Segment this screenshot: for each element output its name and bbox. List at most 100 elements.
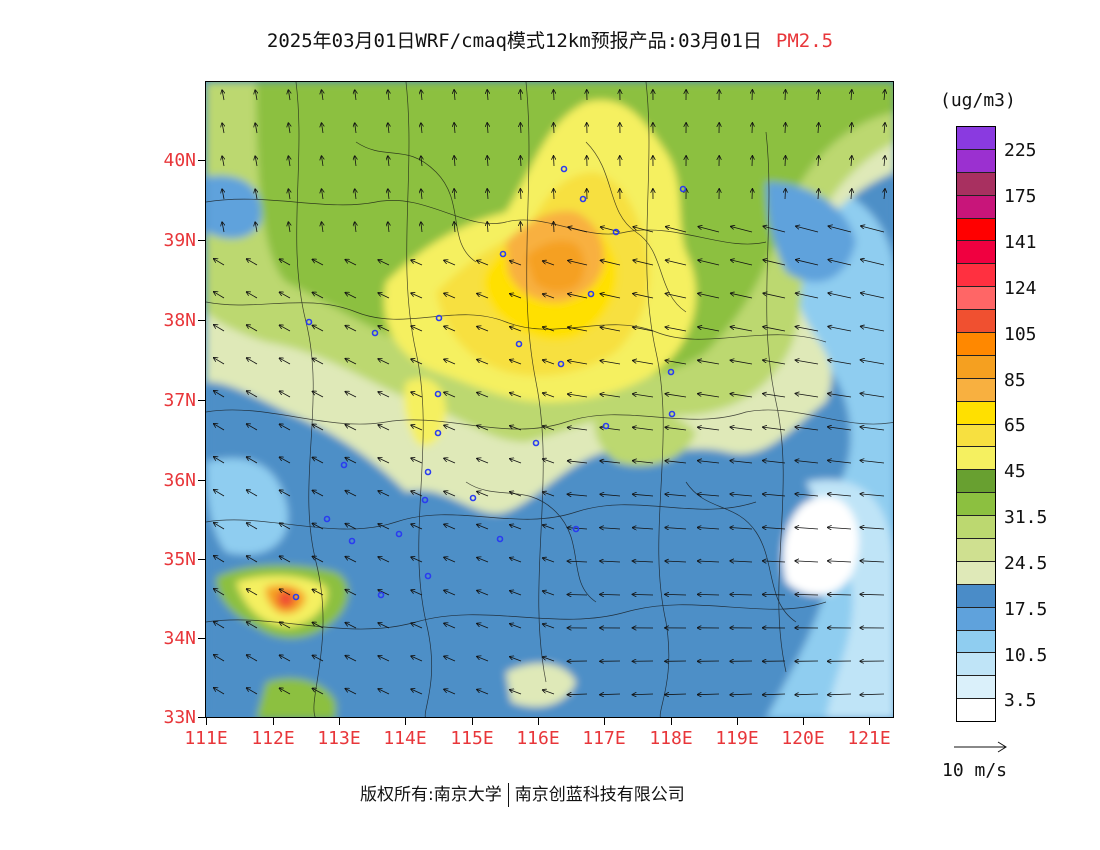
lat-label: 33N (163, 707, 196, 728)
lat-label: 34N (163, 628, 196, 649)
wind-vector (444, 557, 456, 563)
wind-vector (355, 156, 356, 167)
wind-vector (411, 458, 423, 464)
wind-vector (730, 528, 753, 530)
wind-vector (510, 690, 522, 695)
lon-tick (206, 718, 207, 725)
wind-vector (543, 690, 555, 695)
lat-tick (198, 320, 205, 321)
color-bar-segment (957, 172, 995, 196)
wind-vector (247, 424, 258, 431)
wind-vector (520, 222, 521, 233)
lat-tick (198, 400, 205, 401)
wind-vector (280, 490, 291, 497)
wind-vector (633, 694, 654, 695)
legend-label: 45 (1004, 461, 1026, 482)
color-bar-segment (957, 195, 995, 219)
wind-vector (444, 590, 456, 596)
wind-vector (378, 656, 390, 662)
wind-vector (860, 393, 885, 398)
lon-tick (869, 718, 870, 725)
wind-vector (454, 189, 455, 200)
lon-label: 120E (781, 728, 825, 749)
wind-vector (763, 561, 786, 562)
wind-vector (796, 226, 819, 233)
wind-vector (510, 426, 522, 431)
wind-vector (214, 457, 225, 464)
color-bar-segment (957, 287, 995, 311)
wind-vector (860, 694, 885, 695)
wind-vector (280, 391, 291, 398)
wind-vector (388, 189, 389, 200)
wind-vector (444, 491, 456, 497)
wind-vector (554, 123, 555, 134)
wind-vector (345, 590, 357, 596)
wind-vector (828, 494, 852, 496)
wind-vector (487, 90, 488, 101)
wind-vector (214, 490, 225, 497)
wind-vector (795, 427, 819, 431)
color-bar-segment (957, 676, 995, 700)
wind-vector (861, 326, 885, 332)
wind-vector (411, 623, 423, 629)
wind-vector (247, 391, 258, 398)
wind-vector (288, 156, 290, 167)
wind-vector (214, 325, 225, 332)
wind-vector (543, 558, 555, 563)
wind-vector (312, 655, 324, 662)
color-bar-segment (957, 218, 995, 242)
wind-vector (378, 260, 390, 266)
wind-vector (828, 360, 852, 365)
legend-label: 124 (1004, 278, 1037, 299)
wind-vector (828, 527, 852, 529)
legend-label: 105 (1004, 324, 1037, 345)
wind-vector (510, 327, 522, 332)
wind-vector (665, 561, 687, 562)
forecast-map[interactable] (205, 81, 894, 718)
wind-vector (698, 594, 720, 595)
lon-label: 116E (516, 728, 560, 749)
wind-vector (510, 261, 522, 266)
wind-vector (698, 293, 720, 299)
wind-vector (828, 594, 852, 595)
wind-vector (795, 461, 819, 464)
wind-vector (280, 589, 291, 596)
wind-vector (280, 523, 291, 530)
wind-vector (255, 189, 257, 200)
wind-vector (568, 595, 588, 596)
wind-vector (568, 494, 588, 496)
wind-vector (568, 361, 588, 365)
wind-vector (633, 561, 654, 562)
wind-vector (861, 360, 885, 365)
wind-vector (411, 689, 423, 695)
wind-vector (763, 293, 786, 299)
wind-vector (796, 327, 819, 332)
wind-vector (543, 525, 555, 530)
wind-vector (828, 460, 852, 464)
wind-vector (345, 491, 357, 497)
wind-vector (421, 156, 422, 167)
wind-vector (698, 694, 720, 695)
wind-vector (345, 656, 357, 662)
lat-label: 38N (163, 310, 196, 331)
wind-vector (477, 591, 489, 596)
lon-tick (737, 718, 738, 725)
wind-vector (828, 226, 852, 233)
wind-vector (214, 424, 225, 431)
legend-unit: (ug/m3) (940, 90, 1016, 111)
wind-vector (477, 261, 489, 266)
wind-vector (543, 591, 555, 596)
wind-vector (378, 524, 390, 530)
wind-vector (568, 694, 588, 695)
wind-vector (312, 358, 324, 365)
lat-label: 37N (163, 390, 196, 411)
wind-vector (345, 623, 357, 629)
color-bar-segment (957, 699, 995, 722)
wind-vector (444, 293, 456, 299)
wind-vector (828, 394, 852, 398)
wind-vector (411, 557, 423, 563)
wind-vector (860, 594, 885, 595)
wind-vector (698, 528, 720, 530)
wind-field (206, 82, 894, 718)
wind-vector (345, 392, 357, 398)
